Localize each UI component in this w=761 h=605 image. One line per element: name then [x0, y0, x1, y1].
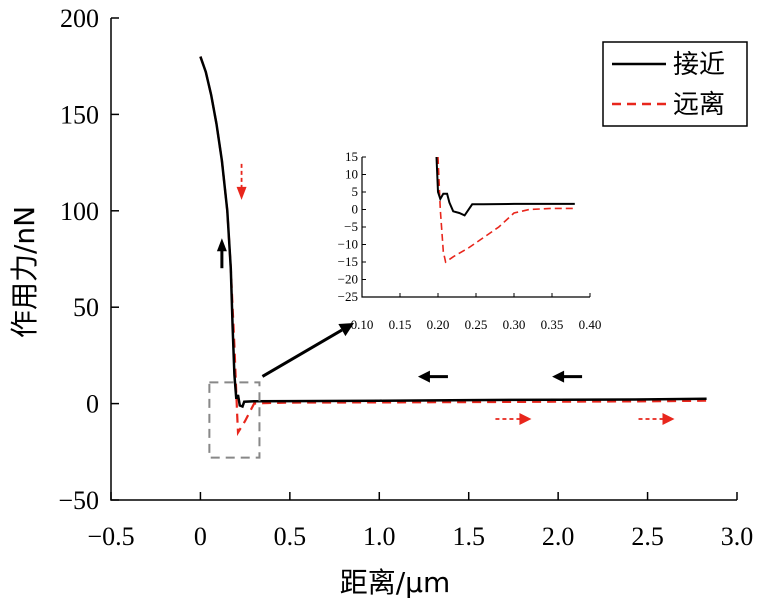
inset-plot: 0.10 0.15 0.20 0.25 0.30 0.35 0.40 15 10 5 0 −5 −10 −…: [338, 149, 602, 332]
main-series-lines: [199, 56, 707, 437]
inset-x-tick-label: 0.30: [503, 317, 526, 332]
x-tick-label: 1.5: [452, 522, 485, 551]
y-tick-label: −50: [58, 486, 99, 515]
legend-box: [602, 41, 748, 127]
approach-curve: [199, 56, 707, 409]
inset-y-tick-label: −5: [344, 219, 358, 234]
legend-label-approach: 接近: [673, 50, 725, 80]
inset-x-tick-label: 0.20: [427, 317, 450, 332]
inset-y-tick-label: 15: [345, 149, 358, 164]
direction-arrowhead: [552, 370, 565, 383]
y-tick-label: 100: [60, 197, 99, 226]
direction-arrows: [216, 163, 675, 426]
x-tick-label: 1.0: [363, 522, 396, 551]
legend-label-retract: 远离: [673, 90, 725, 120]
x-tick-label: 0: [194, 522, 207, 551]
x-tick-label: −0.5: [87, 522, 134, 551]
y-axis-label: 作用力/nN: [8, 206, 41, 338]
inset-x-tick-label: 0.25: [465, 317, 488, 332]
inset-y-tick-label: 5: [352, 184, 359, 199]
y-tick-label: 200: [60, 4, 99, 33]
x-tick-label: 3.0: [721, 522, 754, 551]
inset-y-tick-label: −20: [338, 272, 358, 287]
y-tick-label: 0: [86, 390, 99, 419]
direction-arrowhead: [216, 238, 227, 252]
direction-arrowhead: [417, 370, 430, 383]
inset-y-tick-label: −25: [338, 289, 358, 304]
inset-y-tick-label: 0: [352, 202, 359, 217]
inset-x-tick-label: 0.10: [351, 317, 374, 332]
direction-arrowhead: [662, 413, 675, 426]
direction-arrowhead: [519, 413, 532, 426]
x-tick-label: 2.5: [631, 522, 664, 551]
inset-x-tick-label: 0.15: [389, 317, 412, 332]
x-tick-label: 0.5: [274, 522, 307, 551]
inset-approach-curve: [435, 156, 575, 217]
inset-y-tick-label: −10: [338, 237, 358, 252]
x-axis-label: 距离/μm: [340, 566, 451, 599]
inset-series-lines: [435, 156, 575, 264]
y-tick-label: 150: [60, 100, 99, 129]
inset-x-tick-label: 0.40: [579, 317, 602, 332]
inset-y-tick-label: 10: [345, 167, 358, 182]
direction-arrowhead: [236, 186, 247, 200]
legend: 接近 远离: [602, 41, 748, 127]
zoom-region-box: [208, 381, 261, 459]
inset-axis-ticks: 0.10 0.15 0.20 0.25 0.30 0.35 0.40 15 10 5 0 −5 −10 −…: [338, 149, 602, 332]
inset-retract-curve: [437, 156, 575, 264]
x-tick-label: 2.0: [542, 522, 575, 551]
zoom-pointer-arrowhead: [338, 323, 354, 337]
y-tick-label: 50: [73, 293, 99, 322]
zoom-pointer-arrow: [261, 328, 343, 378]
inset-axis-frame: [361, 157, 590, 298]
inset-x-tick-label: 0.35: [541, 317, 564, 332]
inset-y-tick-label: −15: [338, 254, 358, 269]
